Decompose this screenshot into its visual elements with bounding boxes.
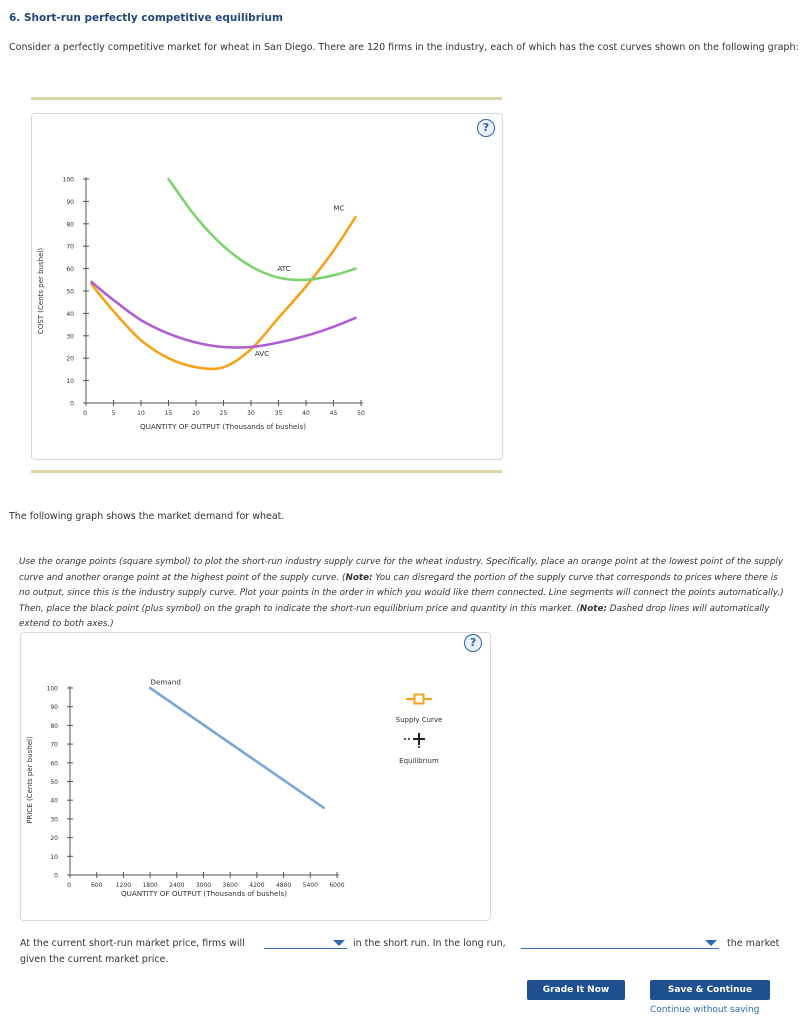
x-tick-label: 600	[91, 882, 103, 889]
atc-curve	[167, 177, 357, 282]
y-tick-label: 80	[50, 723, 58, 730]
x-tick-label: 0	[83, 410, 87, 417]
y-tick-label: 0	[70, 401, 74, 408]
y-axis-label: PRICE (Cents per bushel)	[26, 736, 34, 824]
x-axis-label: QUANTITY OF OUTPUT (Thousands of bushels…	[121, 889, 287, 898]
top-divider	[31, 97, 502, 100]
long-run-dropdown[interactable]	[521, 934, 719, 949]
y-tick-label: 90	[50, 704, 58, 711]
x-tick-label: 0	[67, 882, 71, 889]
y-tick-label: 20	[66, 356, 74, 363]
x-tick-label: 25	[220, 410, 228, 417]
x-tick-label: 3600	[223, 882, 238, 889]
x-tick-label: 1800	[142, 882, 157, 889]
sentence-part-2: in the short run. In the long run,	[353, 938, 506, 949]
y-tick-label: 70	[50, 742, 58, 749]
continue-without-saving-link[interactable]: Continue without saving	[650, 1005, 760, 1015]
demand-intro: The following graph shows the market dem…	[9, 511, 285, 522]
x-tick-label: 45	[330, 410, 338, 417]
help-icon[interactable]: ?	[477, 119, 495, 137]
instruction-note: Note:	[579, 603, 608, 614]
sentence-part-3: the market	[727, 938, 780, 949]
instruction-text: You can disregard the portion of the sup…	[19, 572, 784, 614]
mc-label: MC	[333, 203, 344, 212]
x-tick-label: 3000	[196, 882, 211, 889]
market-graph-panel: ?	[20, 632, 491, 921]
question-title: 6. Short-run perfectly competitive equil…	[9, 12, 283, 24]
y-tick-label: 10	[50, 854, 58, 861]
help-icon[interactable]: ?	[464, 634, 482, 652]
graph-instructions: Use the orange points (square symbol) to…	[19, 555, 789, 633]
x-tick-label: 2400	[169, 882, 184, 889]
sentence-part-1: At the current short-run market price, f…	[20, 938, 245, 949]
equilibrium-legend-label: Equilibrium	[399, 757, 439, 765]
chevron-down-icon	[333, 940, 345, 946]
x-tick-label: 15	[165, 410, 173, 417]
y-axis-label: COST (Cents per bushel)	[37, 248, 45, 334]
y-tick-label: 30	[66, 333, 74, 340]
x-tick-label: 4800	[276, 882, 291, 889]
question-intro: Consider a perfectly competitive market …	[9, 42, 799, 53]
y-tick-label: 100	[63, 177, 75, 184]
mc-curve	[90, 215, 357, 371]
x-tick-label: 20	[192, 410, 200, 417]
instruction-text: Dashed drop lines will automatically ext…	[19, 603, 770, 630]
supply-curve-tool-square	[413, 693, 425, 705]
y-tick-label: 40	[50, 798, 58, 805]
y-tick-label: 60	[50, 760, 58, 767]
demand-label: Demand	[150, 677, 180, 686]
x-tick-label: 5	[112, 410, 116, 417]
x-tick-label: 5400	[303, 882, 318, 889]
x-tick-label: 4200	[249, 882, 264, 889]
chevron-down-icon	[705, 940, 717, 946]
y-tick-label: 70	[66, 244, 74, 251]
bottom-divider	[31, 470, 502, 473]
x-tick-label: 6000	[329, 882, 344, 889]
supply-curve-legend-label: Supply Curve	[396, 716, 443, 724]
avc-curve	[90, 280, 357, 349]
save-and-continue-button[interactable]: Save & Continue	[650, 980, 770, 1000]
y-tick-label: 90	[66, 199, 74, 206]
x-tick-label: 35	[275, 410, 283, 417]
x-tick-label: 30	[247, 410, 255, 417]
y-tick-label: 100	[47, 686, 59, 693]
firm-action-dropdown[interactable]	[264, 934, 347, 949]
cost-curves-chart: 0 10 20 30 40 50 60 70 80 90 100 0 5 10 15 20 25 30 35 40 45…	[37, 177, 365, 432]
y-tick-label: 20	[50, 835, 58, 842]
avc-label: AVC	[255, 349, 269, 358]
y-tick-label: 40	[66, 311, 74, 318]
y-tick-label: 30	[50, 816, 58, 823]
market-demand-chart[interactable]: 0 10 20 30 40 50 60 70 80 90 100 0 600 1200 1800 2400 30…	[20, 632, 490, 921]
y-tick-label: 80	[66, 221, 74, 228]
instruction-text: Use the orange points (square symbol) to…	[19, 557, 784, 583]
cost-graph-panel: ?	[31, 113, 503, 460]
x-axis-label: QUANTITY OF OUTPUT (Thousands of bushels…	[140, 422, 306, 431]
instruction-note: Note:	[345, 572, 373, 583]
grade-it-now-button[interactable]: Grade It Now	[527, 980, 625, 1000]
y-tick-label: 50	[66, 289, 74, 296]
x-tick-label: 40	[302, 410, 310, 417]
y-tick-label: 10	[66, 378, 74, 385]
sentence-part-4: given the current market price.	[20, 954, 169, 965]
y-tick-label: 60	[66, 266, 74, 273]
x-tick-label: 1200	[116, 882, 131, 889]
demand-curve	[148, 686, 325, 809]
x-tick-label: 50	[357, 410, 365, 417]
atc-label: ATC	[277, 264, 290, 273]
x-tick-label: 10	[137, 410, 145, 417]
y-tick-label: 0	[54, 873, 58, 880]
y-tick-label: 50	[50, 779, 58, 786]
